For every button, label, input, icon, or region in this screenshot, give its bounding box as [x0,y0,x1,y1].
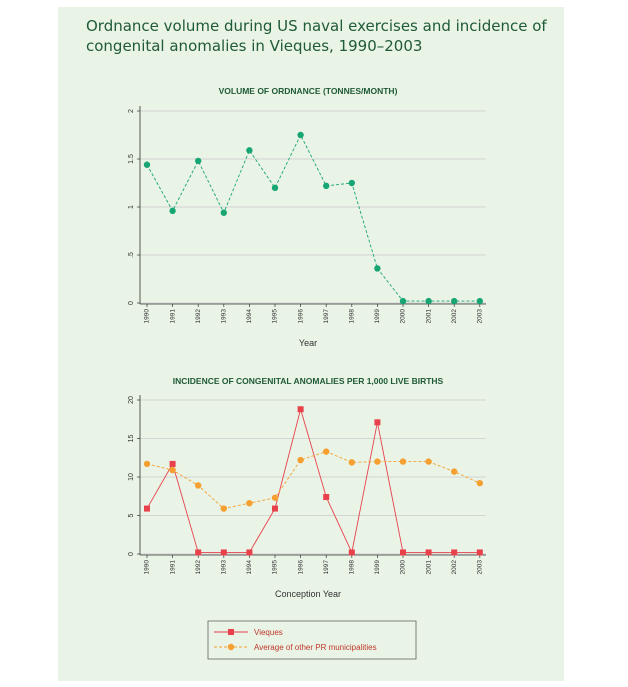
chart-1-x-tick-label: 1998 [349,309,356,324]
chart-1-x-tick-label: 2003 [477,309,484,324]
chart-card [58,7,564,681]
legend-average-marker [227,643,235,651]
chart-2-series-1-point [195,549,202,556]
chart-1-x-tick-label: 1991 [169,309,176,324]
chart-2-title: INCIDENCE OF CONGENITAL ANOMALIES PER 1,… [173,376,444,386]
chart-2-series-1-point [169,460,176,467]
legend-box [207,620,417,660]
chart-1-x-tick-label: 1990 [144,309,151,324]
chart-1-x-tick-label: 1994 [246,309,253,324]
chart-2-series-1-point [400,549,406,556]
chart-1-x-tick-label: 2000 [400,309,407,324]
chart-2-series-1-point [476,549,483,556]
chart-1-x-tick-label: 1992 [195,309,202,324]
chart-2-series-1-point [272,505,278,512]
chart-1-series-1-line [146,133,480,302]
chart-2-series-1-point [220,549,227,556]
chart-2-series-2-point [195,482,202,489]
legend-vieques-marker [228,629,234,635]
chart-2-series-2-point [169,466,176,474]
chart-2-x-tick-label: 2002 [451,560,458,575]
chart-1-series-1-point [169,207,176,215]
chart-2-series-2-point [374,458,381,465]
chart-1-series-1-point [195,157,202,165]
chart-2-series-2-point [246,499,253,507]
chart-2-series-1-point [144,505,150,512]
chart-2-series-1-point [297,406,304,413]
legend-average-label: Average of other PR municipalities [254,643,377,652]
chart-2-x-tick-label: 2001 [425,560,432,575]
chart-2-y-tick-label: 0 [128,552,135,556]
chart-2-series-1-point [348,549,355,556]
chart-2-y-tick-label: 15 [128,435,135,443]
chart-2-series-2-point [348,459,355,466]
chart-2-series-1-point [374,419,381,426]
chart-1-x-tick-label: 2001 [425,309,432,324]
chart-1-series-1-point [297,131,304,139]
chart-1-series-1-point [323,182,330,190]
chart-2-y-tick-label: 5 [128,513,135,517]
chart-2-series-2-point [399,458,407,465]
chart-2-series-1-point [323,494,330,501]
legend-vieques-label: Vieques [254,628,283,637]
chart-2-series-2-line [146,451,480,510]
chart-2-series-2-point [451,468,458,475]
chart-1-x-tick-label: 2002 [451,309,458,324]
chart-2-series-1-point [425,549,432,556]
chart-2-series-2-point [323,448,330,455]
chart-1-y-tick-label: 0 [128,301,135,305]
chart-1-y-tick-label: 1 [128,205,135,209]
chart-1-x-axis-label: Year [299,338,317,348]
chart-2-series-2-point [476,479,483,487]
chart-1-series-1-point [425,297,432,305]
chart-2-series-1-point [246,549,253,556]
chart-1-x-tick-label: 1997 [323,309,330,324]
chart-1-x-tick-label: 1993 [221,309,228,324]
chart-2-x-tick-label: 2003 [477,560,484,575]
chart-2-x-tick-label: 1997 [323,560,330,575]
chart-2-x-tick-label: 1996 [297,560,304,575]
chart-2-legend: Vieques Average of other PR municipaliti… [207,620,417,660]
chart-2-series-2-point [297,456,304,464]
chart-2-x-tick-label: 2000 [400,560,407,575]
chart-2-series-2-point [425,458,432,465]
page-title: Ordnance volume during US naval exercise… [86,17,547,55]
chart-1-series-1-point [271,184,279,191]
chart-1-x-tick-label: 1999 [374,309,381,324]
chart-2-x-tick-label: 1993 [221,560,228,575]
chart-2-x-tick-label: 1992 [195,560,202,575]
chart-1-series-1-point [220,209,227,216]
chart-2-x-tick-label: 1995 [272,560,279,575]
chart-1-series-1-point [246,147,253,154]
chart-1-x-tick-label: 1995 [272,309,279,324]
chart-1-series-1-point [348,179,355,187]
chart-2-series-1-line [146,407,480,554]
chart-2-x-tick-label: 1998 [349,560,356,575]
chart-2-x-tick-label: 1994 [246,560,253,575]
chart-1-y-tick-label: 2 [128,109,135,113]
chart-1-series-1-point [374,265,381,272]
chart-1-y-tick-label: .5 [128,252,135,258]
chart-2-x-axis-label: Conception Year [275,589,341,599]
chart-1-series-1-point [143,161,151,168]
chart-2-series-2-point [271,494,279,501]
chart-2-series-1-point [451,549,458,556]
chart-1-title: VOLUME OF ORDNANCE (TONNES/MONTH) [219,86,398,96]
chart-1-series-1-point [399,297,407,305]
chart-1-x-tick-label: 1996 [297,309,304,324]
chart-1-y-tick-label: 1.5 [128,154,135,164]
chart-1-series-1-point [476,297,483,305]
chart-2-series-2-point [220,505,227,512]
chart-2-x-tick-label: 1990 [144,560,151,575]
chart-2-y-tick-label: 20 [128,396,135,404]
chart-2-y-tick-label: 10 [128,473,135,481]
chart-2-x-tick-label: 1991 [169,560,176,575]
chart-2-x-tick-label: 1999 [374,560,381,575]
chart-1-series-1-point [451,297,458,305]
chart-2-series-2-point [143,460,151,468]
